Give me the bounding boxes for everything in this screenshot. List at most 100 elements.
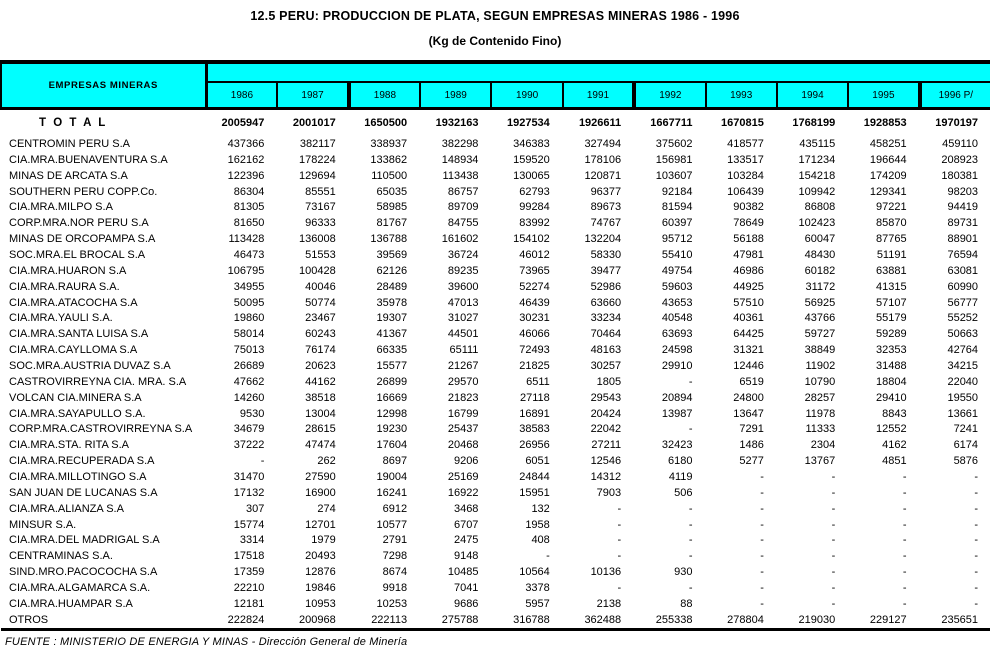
value-cell: 30257 — [590, 359, 622, 372]
value-cell: 96333 — [305, 217, 336, 230]
value-cell: 316788 — [491, 611, 563, 631]
value-cell: - — [688, 550, 693, 563]
year-header-1989: 1989 — [419, 81, 493, 110]
value-cell: 159520 — [513, 153, 550, 166]
value-cell: 72493 — [519, 344, 550, 357]
value-cell: 382298 — [441, 137, 479, 150]
value-cell: 81594 — [661, 201, 693, 214]
value-cell: 85551 — [305, 185, 336, 198]
value-cell: 4162 — [882, 439, 907, 452]
value-cell: 6511 — [526, 375, 550, 388]
value-cell: 39569 — [376, 248, 408, 261]
value-cell: 6051 — [525, 455, 550, 468]
value-cell: 47981 — [733, 248, 764, 261]
table-row: CIA.MRA.ATACOCHA S.A 50095 50774 35978 47013… — [1, 295, 990, 311]
value-cell: 171234 — [798, 153, 836, 166]
value-cell: 97221 — [876, 201, 907, 214]
value-cell: 50663 — [947, 328, 979, 341]
value-cell: 50095 — [233, 296, 265, 309]
company-name-cell: CIA.MRA.SAYAPULLO S.A. — [9, 407, 146, 420]
value-cell: 63660 — [590, 296, 622, 309]
value-cell: 229127 — [848, 611, 920, 631]
value-cell: 222113 — [348, 611, 421, 631]
value-cell: 262 — [317, 455, 336, 468]
value-cell: 12998 — [376, 407, 408, 420]
value-cell: 8674 — [382, 566, 408, 579]
value-cell: 46066 — [519, 328, 550, 341]
company-name-cell: SOC.MRA.EL BROCAL S.A — [9, 248, 146, 261]
value-cell: 9530 — [239, 407, 265, 420]
value-cell: 22040 — [947, 375, 979, 388]
header-top-strip — [204, 60, 990, 83]
value-cell: 156981 — [655, 153, 693, 166]
value-cell: 16891 — [519, 407, 550, 420]
table-row: CIA.MRA.HUAMPAR S.A 12181 10953 10253 9686 59… — [1, 596, 990, 612]
value-cell: 31027 — [447, 312, 479, 325]
value-cell: 47474 — [305, 439, 336, 452]
value-cell: 21825 — [519, 359, 550, 372]
value-cell: 7903 — [596, 486, 622, 499]
value-cell: - — [902, 550, 907, 563]
value-cell: - — [688, 423, 693, 436]
value-cell: 133862 — [370, 153, 408, 166]
value-cell: 17604 — [376, 439, 408, 452]
company-name-cell: CIA.MRA.BUENAVENTURA S.A — [9, 153, 168, 166]
value-cell: 6912 — [382, 502, 408, 515]
value-cell: 7298 — [382, 550, 408, 563]
value-cell: 55410 — [661, 248, 693, 261]
value-cell: 3378 — [525, 581, 550, 594]
value-cell: 46439 — [519, 296, 550, 309]
value-cell: 208923 — [941, 153, 979, 166]
value-cell: 44162 — [305, 375, 336, 388]
value-cell: 1927534 — [506, 117, 550, 129]
value-cell: 56188 — [733, 233, 764, 246]
value-cell: 37222 — [233, 439, 265, 452]
value-cell: 21823 — [447, 391, 479, 404]
year-header-row: 1986 1987 1988 1989 1990 1991 1992 1993 1994 1995… — [1, 81, 990, 110]
value-cell: 34679 — [233, 423, 265, 436]
value-cell: 10790 — [804, 375, 836, 388]
value-cell: 13004 — [305, 407, 336, 420]
value-cell: 59603 — [661, 280, 693, 293]
company-name-cell: MINSUR S.A. — [9, 518, 77, 531]
value-cell: 10253 — [376, 597, 408, 610]
value-cell: - — [902, 581, 907, 594]
value-cell: - — [974, 534, 979, 547]
value-cell: 20894 — [661, 391, 693, 404]
value-cell: 88901 — [947, 233, 979, 246]
value-cell: 408 — [531, 534, 550, 547]
table-row: CIA.MRA.MILPO S.A 81305 73167 58985 89709 992… — [1, 199, 990, 215]
value-cell: 12701 — [305, 518, 336, 531]
value-cell: - — [974, 597, 979, 610]
company-name-cell: CIA.MRA.CAYLLOMA S.A — [9, 344, 138, 357]
value-cell: 31470 — [233, 470, 265, 483]
value-cell: 6707 — [453, 518, 479, 531]
value-cell: - — [760, 534, 764, 547]
value-cell: 44925 — [733, 280, 764, 293]
value-cell: - — [760, 470, 764, 483]
value-cell: 6174 — [953, 439, 979, 452]
value-cell: - — [902, 518, 907, 531]
table-row: SOC.MRA.AUSTRIA DUVAZ S.A 26689 20623 15577… — [1, 358, 990, 374]
value-cell: 60243 — [305, 328, 336, 341]
value-cell: 418577 — [727, 137, 764, 150]
company-name-cell: CIA.MRA.YAULI S.A. — [9, 312, 113, 325]
year-header-1986: 1986 — [204, 81, 279, 110]
value-cell: 375602 — [655, 137, 693, 150]
value-cell: 506 — [674, 486, 693, 499]
value-cell: 39477 — [590, 264, 622, 277]
value-cell: 92184 — [661, 185, 693, 198]
value-cell: 27211 — [591, 439, 622, 452]
value-cell: 24598 — [661, 344, 693, 357]
value-cell: 11978 — [805, 407, 836, 420]
value-cell: 16922 — [447, 486, 479, 499]
value-cell: - — [902, 470, 907, 483]
value-cell: 930 — [674, 566, 693, 579]
company-name-cell: MINAS DE ORCOPAMPA S.A — [9, 233, 156, 246]
value-cell: 32423 — [661, 439, 693, 452]
value-cell: - — [974, 486, 979, 499]
value-cell: 122396 — [227, 169, 265, 182]
value-cell: 178106 — [584, 153, 622, 166]
value-cell: 38583 — [519, 423, 550, 436]
value-cell: 200968 — [277, 611, 349, 631]
